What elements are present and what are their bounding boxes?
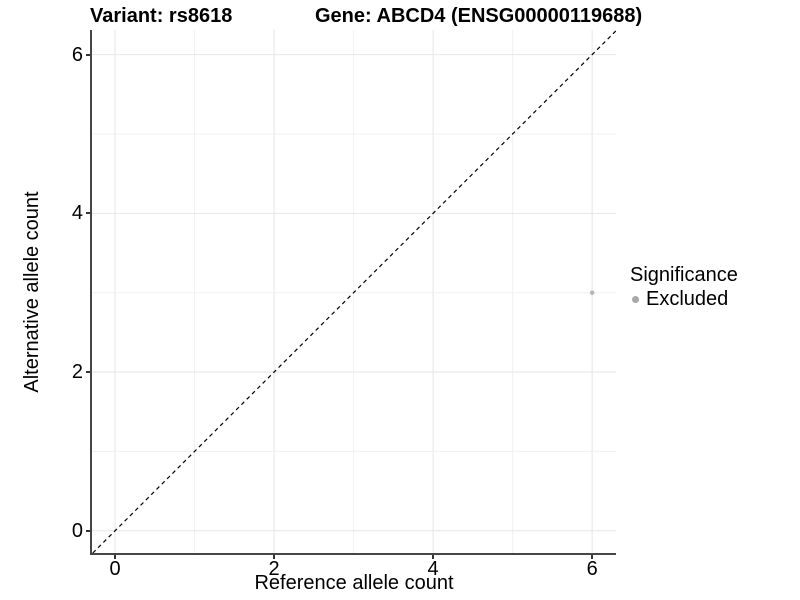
legend-title: Significance (630, 264, 738, 286)
y-tick-mark (86, 529, 90, 532)
legend: Significance Excluded (628, 263, 800, 311)
plot-canvas (92, 30, 616, 553)
data-point (589, 290, 595, 295)
y-tick-mark (86, 371, 90, 374)
y-tick-label: 4 (71, 202, 83, 225)
legend-key (628, 292, 642, 306)
x-tick-mark (273, 555, 276, 559)
y-axis-title: Alternative allele count (21, 191, 43, 393)
x-tick-label: 6 (586, 558, 598, 580)
identity-line (92, 30, 616, 553)
x-tick-label: 2 (268, 558, 280, 580)
x-tick-mark (432, 555, 435, 559)
x-tick-label: 4 (427, 558, 439, 580)
y-tick-label: 6 (71, 43, 83, 66)
x-tick-label: 0 (109, 558, 121, 580)
legend-entry-excluded: Excluded (628, 287, 800, 311)
y-tick-label: 2 (71, 361, 83, 384)
x-tick-mark (114, 555, 117, 559)
legend-entry-label: Excluded (646, 288, 729, 310)
legend-point-icon (631, 295, 639, 303)
plot-panel (90, 30, 616, 555)
y-tick-mark (86, 53, 90, 56)
x-tick-mark (591, 555, 594, 559)
plot-title-gene: Gene: ABCD4 (ENSG00000119688) (315, 5, 643, 27)
y-tick-label: 0 (71, 519, 83, 542)
y-tick-mark (86, 212, 90, 215)
plot-title-variant: Variant: rs8618 (90, 5, 233, 27)
x-axis-title: Reference allele count (254, 572, 454, 594)
